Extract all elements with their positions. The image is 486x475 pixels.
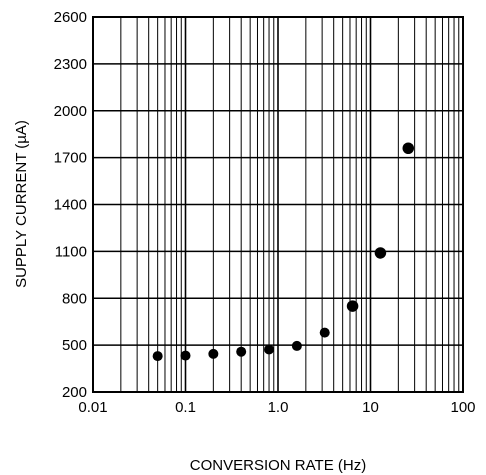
data-points (152, 142, 415, 362)
x-tick-label: 0.1 (175, 399, 196, 416)
grid-lines (93, 17, 463, 392)
x-tick-label: 0.01 (78, 399, 107, 416)
x-tick-label: 100 (450, 399, 475, 416)
x-tick-labels: 0.01 0.1 1.0 10 100 (78, 399, 475, 416)
data-point (319, 327, 330, 338)
data-point (208, 348, 219, 359)
y-tick-label: 2300 (54, 56, 87, 73)
data-point (180, 350, 191, 361)
x-tick-label: 10 (362, 399, 379, 416)
y-tick-label: 2000 (54, 103, 87, 120)
y-tick-label: 2600 (54, 9, 87, 26)
data-point (346, 300, 359, 312)
x-tick-label: 1.0 (268, 399, 289, 416)
data-point (152, 351, 163, 362)
y-tick-label: 1100 (55, 243, 87, 260)
data-point (374, 247, 387, 259)
y-tick-label: 800 (62, 290, 87, 307)
data-point (264, 344, 275, 355)
data-point (402, 142, 415, 154)
y-tick-label: 500 (62, 337, 87, 354)
y-axis-title: SUPPLY CURRENT (µA) (13, 120, 30, 288)
y-tick-label: 1400 (54, 197, 87, 214)
data-point (291, 340, 302, 351)
plot-frame (92, 16, 464, 393)
data-point (236, 346, 247, 357)
y-tick-label: 200 (62, 384, 87, 401)
x-axis-title: CONVERSION RATE (Hz) (190, 457, 366, 474)
y-tick-label: 1700 (54, 150, 87, 167)
y-tick-labels: 2600 2300 2000 1700 1400 1100 800 500 200 (54, 9, 87, 401)
